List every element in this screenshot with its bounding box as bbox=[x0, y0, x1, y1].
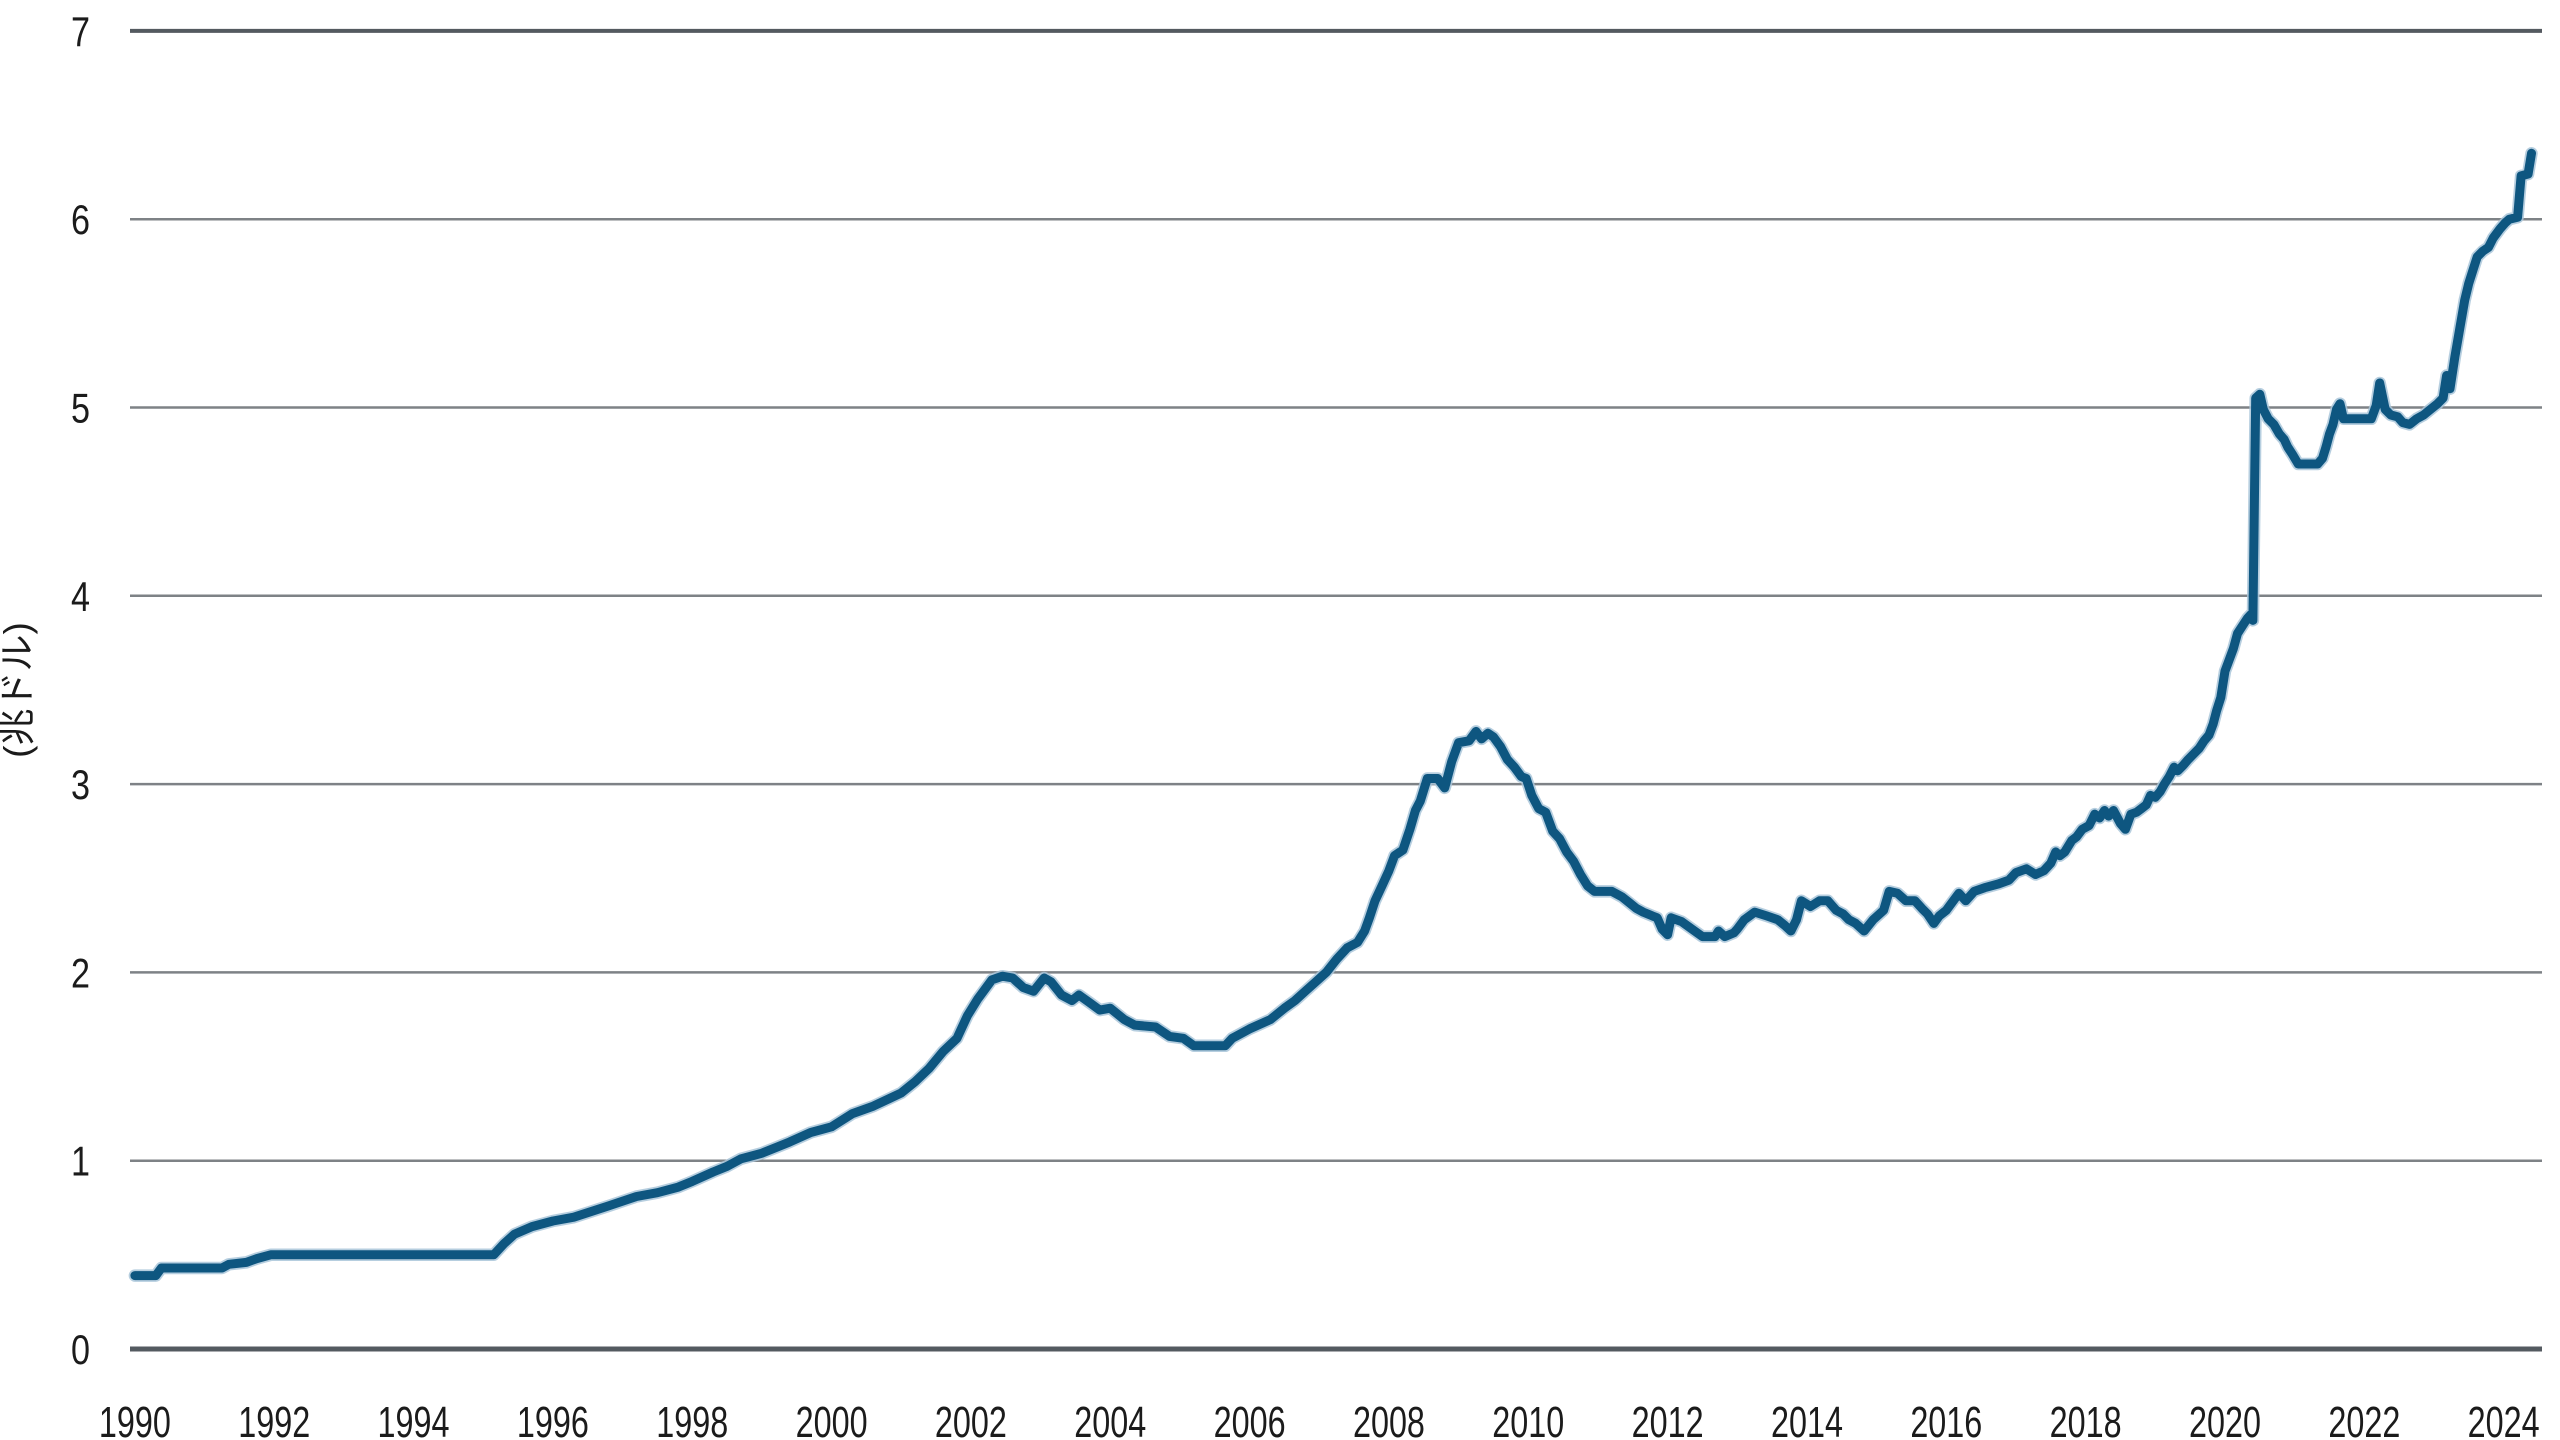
x-tick-label: 2018 bbox=[2050, 1398, 2122, 1440]
x-tick-label: 2000 bbox=[796, 1398, 868, 1440]
y-tick-label: 7 bbox=[71, 8, 90, 55]
x-tick-label: 2008 bbox=[1353, 1398, 1425, 1440]
x-tick-label: 2010 bbox=[1492, 1398, 1564, 1440]
y-tick-label: 0 bbox=[71, 1326, 90, 1373]
y-tick-label: 2 bbox=[71, 949, 90, 996]
y-tick-label: 4 bbox=[71, 573, 90, 620]
series-line-halo bbox=[128, 147, 2538, 1282]
x-tick-label: 2006 bbox=[1214, 1398, 1286, 1440]
x-tick-label: 1998 bbox=[656, 1398, 728, 1440]
series-line bbox=[130, 148, 2536, 1281]
x-tick-label: 2012 bbox=[1632, 1398, 1704, 1440]
x-tick-label: 1990 bbox=[99, 1398, 171, 1440]
x-tick-label: 2020 bbox=[2189, 1398, 2261, 1440]
x-tick-label: 2004 bbox=[1074, 1398, 1146, 1440]
data-series-line bbox=[128, 147, 2538, 1282]
x-tick-label: 1996 bbox=[517, 1398, 589, 1440]
x-tick-label: 2022 bbox=[2328, 1398, 2400, 1440]
x-tick-label: 2016 bbox=[1910, 1398, 1982, 1440]
y-tick-label: 3 bbox=[71, 761, 90, 808]
y-tick-label: 6 bbox=[71, 196, 90, 243]
y-tick-label: 5 bbox=[71, 385, 90, 432]
x-axis-tick-labels: 1990 1992 1994 1996 1998 2000 2002 2004 2006 2008… bbox=[99, 1398, 2540, 1440]
gridlines bbox=[130, 28, 2542, 1352]
x-tick-label: 2014 bbox=[1771, 1398, 1843, 1440]
y-tick-label: 1 bbox=[71, 1138, 90, 1185]
x-tick-label: 2024 bbox=[2468, 1398, 2540, 1440]
y-axis-title: (兆ドル) bbox=[0, 622, 38, 758]
y-axis-tick-labels: 0 1 2 3 4 5 6 7 bbox=[71, 8, 90, 1373]
x-tick-label: 2002 bbox=[935, 1398, 1007, 1440]
x-tick-label: 1992 bbox=[238, 1398, 310, 1440]
x-tick-label: 1994 bbox=[378, 1398, 450, 1440]
